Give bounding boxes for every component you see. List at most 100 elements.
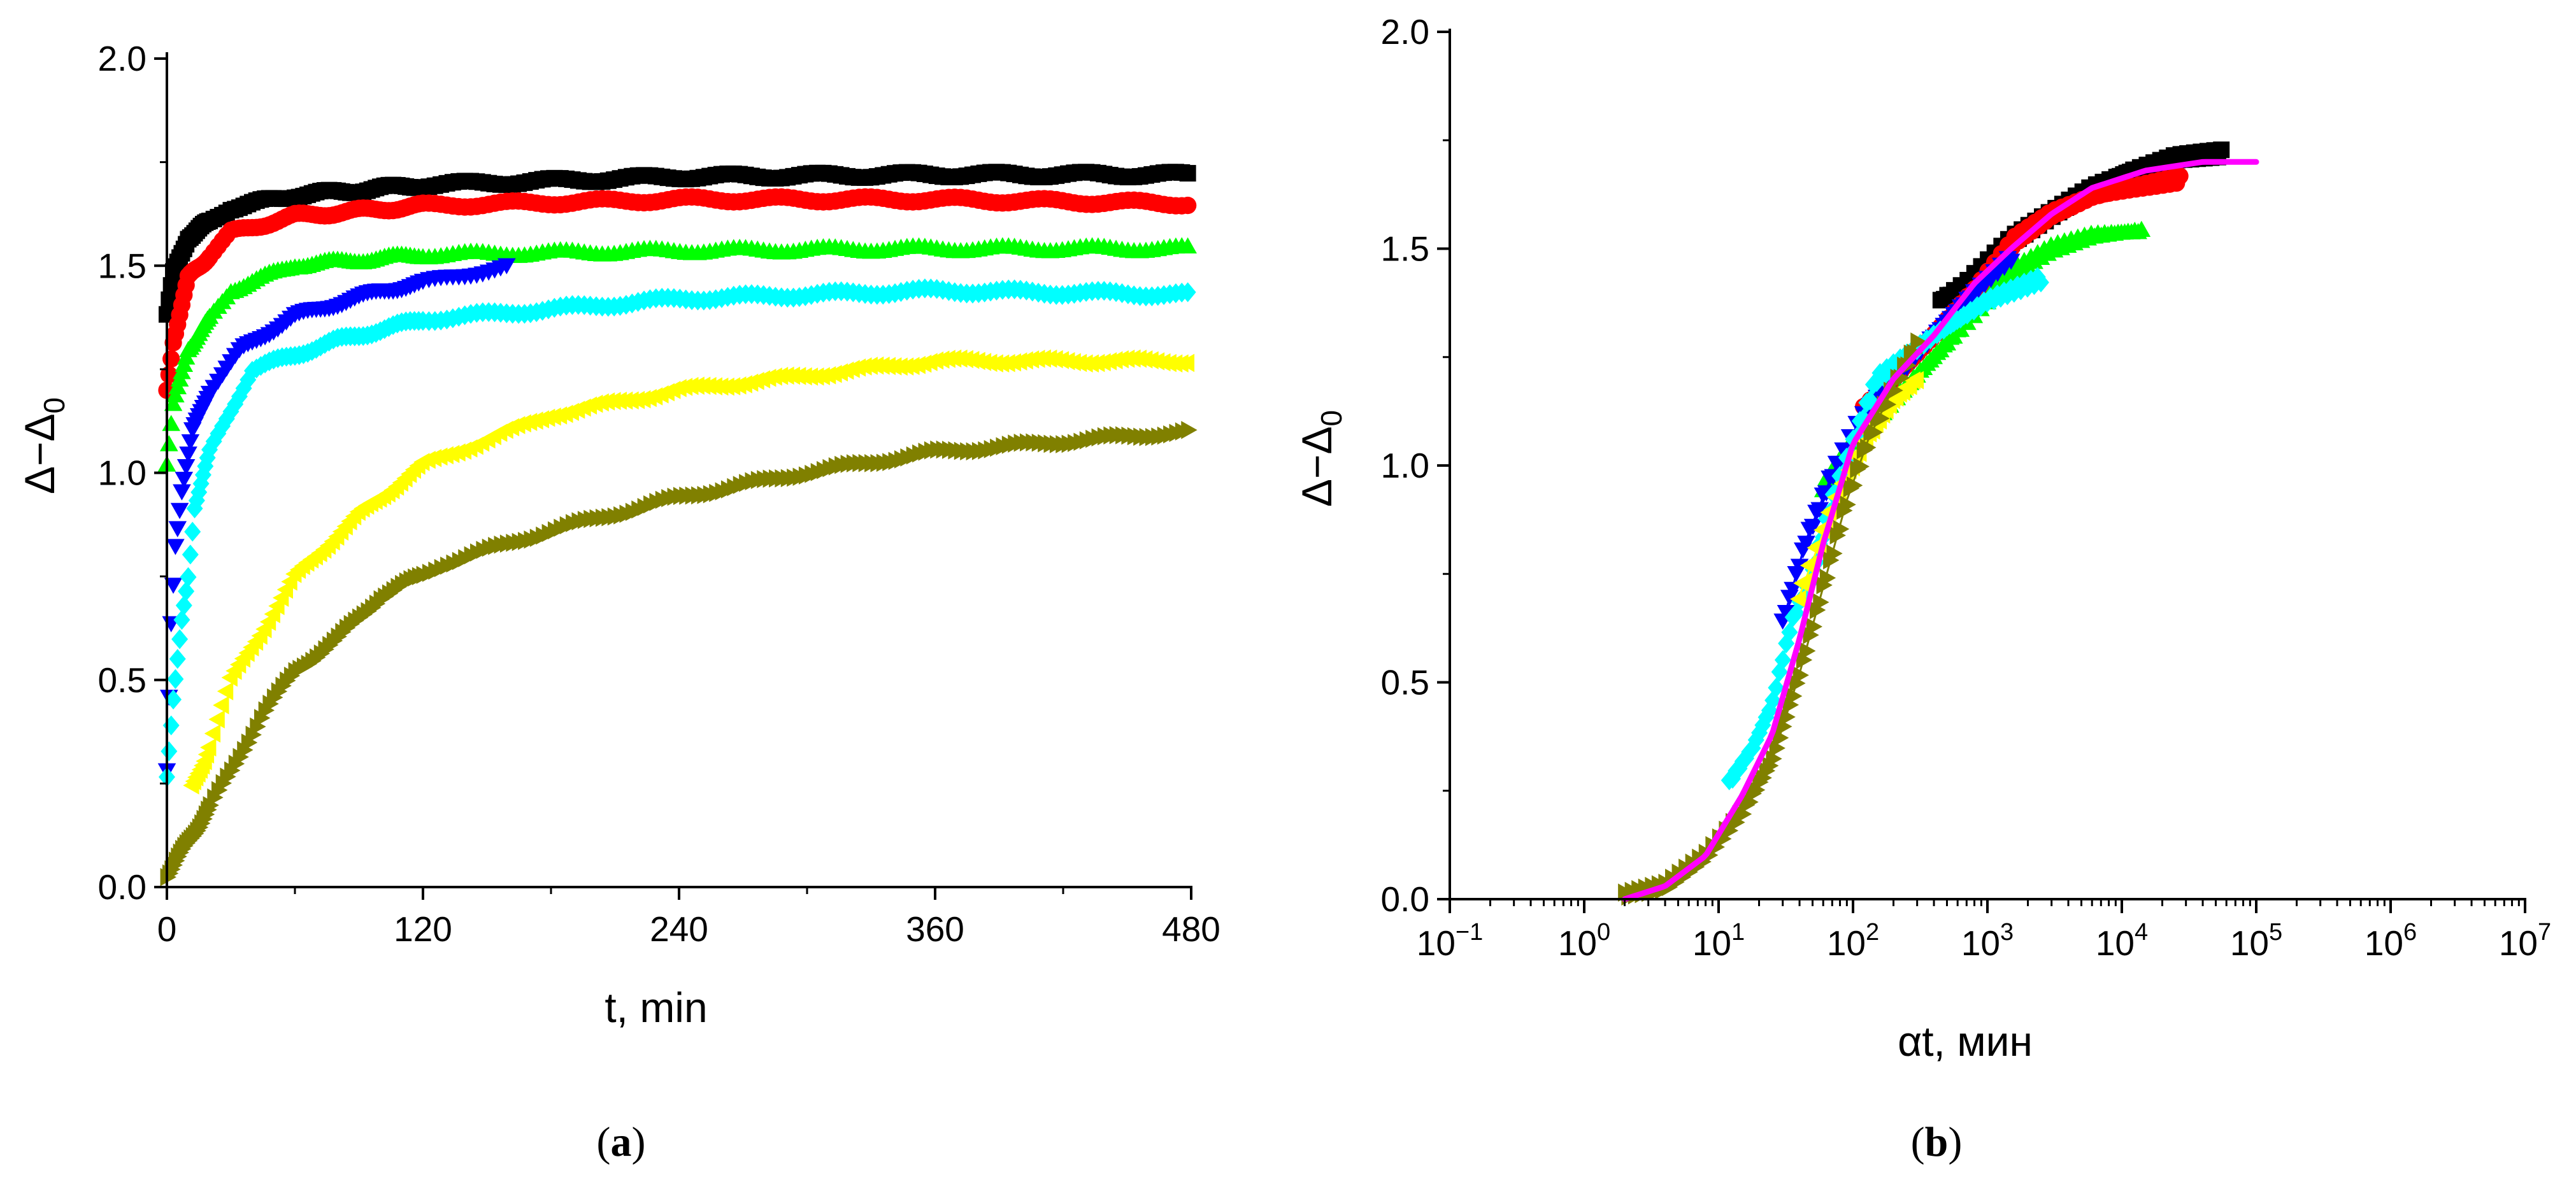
panel-b-point-cyan [2005,283,2022,303]
panel-a-point-yellow [217,682,234,700]
panel-b-x-tick-label: 107 [2499,919,2551,963]
panel-b-point-cyan [2012,280,2029,301]
panel-a-x-axis-title: t, min [605,984,707,1031]
panel-a-point-olive [207,788,224,807]
panel-a-point-black [1179,165,1196,182]
panel-a-series-olive [160,420,1198,886]
panel-b-point-cyan [2032,272,2049,293]
panel-b-point-cyan [2019,278,2036,298]
panel-a-point-cyan [192,473,210,494]
panel-a-x-tick-label: 480 [1162,909,1220,949]
panel-b-point-blue [2001,253,2021,270]
panel-a-point-blue [181,434,200,451]
panel-b-point-olive [1873,409,1890,428]
panel-b-point-blue [1790,558,1809,575]
panel-b-point-black [2213,141,2230,159]
panel-b-point-olive [1860,438,1877,457]
panel-a-point-olive [241,733,258,752]
panel-b-x-tick-label: 10−1 [1417,919,1484,963]
panel-b-point-olive [1866,423,1884,442]
panel-a-point-red [1178,196,1197,215]
panel-a-point-yellow [213,696,229,714]
panel-a-point-cyan [180,567,197,587]
panel-a-x-tick-label: 0 [157,909,177,949]
panel-a-point-cyan [197,456,214,476]
panel-b-point-olive [1813,593,1829,612]
panel-a-series-red [158,188,1197,399]
panel-a-series-green [157,237,1197,472]
panel-b-point-olive [1880,395,1897,414]
panel-a-point-olive [245,725,262,744]
panel-a-point-blue [164,578,183,594]
panel-a-x-tick-label: 360 [906,909,964,949]
panel-b-point-olive [1840,495,1856,514]
panel-a-point-yellow [208,710,225,728]
panel-b-x-tick-label: 102 [1827,919,1879,963]
panel-a-point-cyan [175,595,192,616]
panel-a-point-cyan [178,581,195,602]
panel-a-point-cyan [1179,282,1196,302]
panel-b-x-tick-label: 106 [2365,919,2417,963]
panel-a-series-blue [157,258,516,779]
panel-a-point-cyan [227,394,244,415]
panel-b-fit-curve [1622,159,2259,902]
panel-b-x-axis-title: αt, мин [1898,1018,2033,1065]
panel-b-x-tick-label: 105 [2230,919,2282,963]
panel-b-point-olive [1819,569,1836,587]
panel-b-point-blue [1777,604,1796,622]
panel-a-point-cyan [169,649,186,669]
panel-b-point-yellow [1907,371,1924,390]
panel-b-point-olive [1806,617,1823,636]
panel-b-point-olive [1826,544,1843,563]
panel-a-series-cyan [159,278,1196,787]
panel-a-point-cyan [184,522,201,542]
panel-a-point-olive [250,717,266,736]
panel-a-point-yellow [204,724,221,743]
panel-b-point-blue [1784,581,1802,599]
panel-b-point-cyan [1774,650,1791,671]
panel-a-point-blue [168,521,187,537]
panel-b-caption: (b) [1911,1119,1963,1165]
panel-a-point-cyan [162,715,180,736]
panel-a-point-cyan [205,431,222,451]
panel-a-y-tick-label: 0.0 [98,867,147,907]
panel-a-y-tick-label: 2.0 [98,39,147,78]
panel-b-x-tick-label: 104 [2096,919,2148,963]
panel-b-point-olive [1846,476,1863,495]
panel-a-point-green [164,395,183,411]
panel-b-point-yellow [1790,590,1807,609]
panel-a-point-olive [233,748,249,767]
panel-b-point-cyan [1999,285,2016,306]
panel-a-point-blue [173,484,191,501]
panel-b-point-cyan [2026,275,2043,295]
panel-b-point-olive [1833,520,1850,539]
panel-a-data-series [157,164,1198,886]
panel-a-point-blue [176,459,196,476]
panel-a-point-olive [237,741,254,760]
panel-a: 0.0 0.5 1.0 1.5 2.0 0 120 240 360 480 t, min Δ−Δ0… [16,39,1220,1165]
panel-a-point-cyan [214,416,231,436]
panel-b-data-series [1618,141,2259,906]
panel-a-point-olive [254,709,271,727]
panel-b-y-tick-label: 1.0 [1381,446,1429,485]
panel-a-point-blue [179,446,197,463]
panel-a-point-cyan [167,669,184,689]
panel-a-point-cyan [165,689,182,710]
panel-b-point-cyan [1781,622,1798,643]
panel-b-point-yellow [1796,572,1813,590]
panel-a-y-axis-title: Δ−Δ0 [16,397,71,494]
panel-b-x-tick-label: 101 [1692,919,1745,963]
panel-b-x-tick-label: 103 [1961,919,2014,963]
panel-a-point-cyan [199,448,216,468]
panel-a-x-tick-label: 240 [650,909,708,949]
panel-b-point-olive [1910,332,1927,351]
panel-a-point-green [1178,237,1197,254]
panel-b-line-cyan [1728,278,2042,783]
panel-a-point-yellow [1178,353,1195,373]
panel-b-y-tick-label: 0.5 [1381,663,1429,702]
panel-b-point-blue [1797,536,1815,552]
panel-a-point-cyan [222,401,240,422]
panel-a-series-yellow [183,349,1195,795]
panel-a-point-blue [166,539,185,555]
